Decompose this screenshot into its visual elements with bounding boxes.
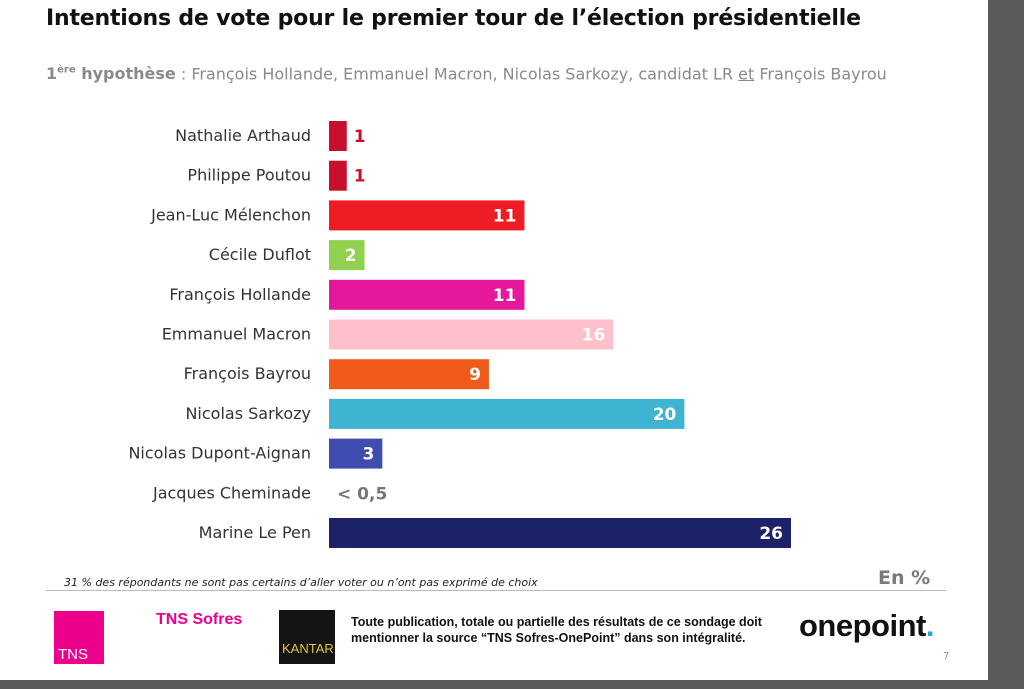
onepoint-logo-text: onepoint <box>799 608 926 643</box>
subtitle-text-end: François Bayrou <box>754 64 887 84</box>
value-label-nathalie-arthaud: 1 <box>354 127 366 147</box>
hypothesis-number: 1 <box>46 64 58 84</box>
value-label-francois-hollande: 11 <box>493 286 517 306</box>
bar-nicolas-dupont-aignan <box>329 438 383 469</box>
value-label-nicolas-sarkozy: 20 <box>653 405 677 425</box>
hypothesis-label: 1ère hypothèse <box>46 64 176 83</box>
chart-title: Intentions de vote pour le premier tour … <box>46 6 861 31</box>
bar-marine-le-pen <box>329 518 791 548</box>
value-label-jean-luc-melenchon: 11 <box>493 206 517 226</box>
bar-francois-bayrou <box>329 359 489 390</box>
chart-subtitle: 1ère hypothèse : François Hollande, Emma… <box>46 60 926 84</box>
bar-nicolas-sarkozy <box>329 398 685 429</box>
bar-chart: Nathalie Arthaud 1 Philippe Poutou 1 Jean-Lu… <box>128 121 791 548</box>
onepoint-logo: onepoint. <box>799 608 934 644</box>
value-label-philippe-poutou: 1 <box>354 167 366 187</box>
footnote: 31 % des répondants ne sont pas certains… <box>64 576 538 589</box>
page-number: 7 <box>943 651 950 662</box>
bar-jean-luc-melenchon <box>329 200 525 231</box>
footer-divider <box>46 590 946 591</box>
slide: Intentions de vote pour le premier tour … <box>0 0 988 680</box>
value-label-francois-bayrou: 9 <box>469 365 481 385</box>
value-label-jacques-cheminade: < 0,5 <box>337 484 387 504</box>
category-label-emmanuel-macron: Emmanuel Macron <box>162 325 311 344</box>
kantar-logo: KANTAR <box>279 610 335 664</box>
category-label-nathalie-arthaud: Nathalie Arthaud <box>175 126 311 145</box>
bar-nathalie-arthaud <box>329 121 347 151</box>
hypothesis-superscript: ère <box>57 65 76 76</box>
category-label-jacques-cheminade: Jacques Cheminade <box>152 483 311 502</box>
tns-logo-text: TNS <box>58 646 88 663</box>
category-label-marine-le-pen: Marine Le Pen <box>199 523 311 542</box>
value-label-nicolas-dupont-aignan: 3 <box>362 445 374 465</box>
bar-cecile-duflot <box>329 240 365 271</box>
source-disclaimer: Toute publication, totale ou partielle d… <box>351 615 762 645</box>
bar-emmanuel-macron <box>329 319 614 350</box>
value-label-marine-le-pen: 26 <box>759 524 783 544</box>
subtitle-text: : François Hollande, Emmanuel Macron, Ni… <box>175 64 739 84</box>
value-label-cecile-duflot: 2 <box>345 246 357 266</box>
category-label-jean-luc-melenchon: Jean-Luc Mélenchon <box>150 205 311 224</box>
bar-francois-hollande <box>329 279 525 310</box>
category-label-francois-bayrou: François Bayrou <box>184 364 311 383</box>
onepoint-logo-dot: . <box>925 608 935 643</box>
kantar-logo-text: KANTAR <box>282 641 334 656</box>
tns-logo: TNS <box>54 611 104 664</box>
unit-label: En % <box>878 567 931 589</box>
category-label-philippe-poutou: Philippe Poutou <box>187 166 311 185</box>
category-label-francois-hollande: François Hollande <box>169 285 311 304</box>
category-label-nicolas-dupont-aignan: Nicolas Dupont-Aignan <box>128 444 311 463</box>
value-label-emmanuel-macron: 16 <box>582 326 606 346</box>
bar-philippe-poutou <box>329 160 347 191</box>
hypothesis-word: hypothèse <box>75 64 176 84</box>
category-label-cecile-duflot: Cécile Duflot <box>209 245 311 264</box>
tns-sofres-label: TNS Sofres <box>156 611 243 628</box>
subtitle-underlined: et <box>738 64 755 84</box>
category-label-nicolas-sarkozy: Nicolas Sarkozy <box>185 404 311 423</box>
